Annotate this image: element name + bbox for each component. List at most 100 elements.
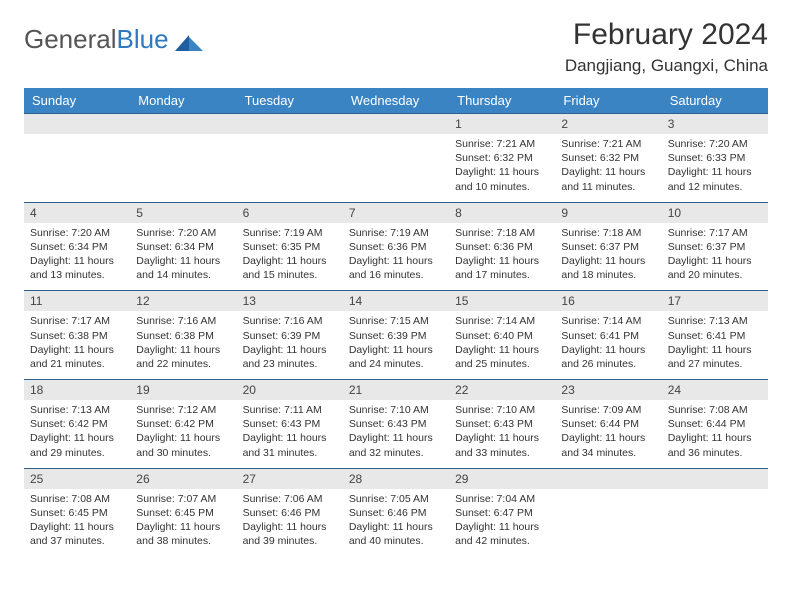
sunrise-line: Sunrise: 7:10 AM xyxy=(455,403,549,417)
sunset-line: Sunset: 6:36 PM xyxy=(349,240,443,254)
calendar-day-cell: 19Sunrise: 7:12 AMSunset: 6:42 PMDayligh… xyxy=(130,380,236,469)
day-number-bar: 11 xyxy=(24,291,130,311)
calendar-day-cell: 22Sunrise: 7:10 AMSunset: 6:43 PMDayligh… xyxy=(449,380,555,469)
day-number-bar: 24 xyxy=(662,380,768,400)
weekday-header: Sunday xyxy=(24,88,130,114)
day-body: Sunrise: 7:18 AMSunset: 6:36 PMDaylight:… xyxy=(449,223,555,291)
day-body: Sunrise: 7:19 AMSunset: 6:35 PMDaylight:… xyxy=(237,223,343,291)
calendar-day-cell xyxy=(24,114,130,203)
sunrise-line: Sunrise: 7:09 AM xyxy=(561,403,655,417)
weekday-header: Friday xyxy=(555,88,661,114)
daylight-line: Daylight: 11 hours and 24 minutes. xyxy=(349,343,443,371)
calendar-day-cell: 11Sunrise: 7:17 AMSunset: 6:38 PMDayligh… xyxy=(24,291,130,380)
sunrise-line: Sunrise: 7:06 AM xyxy=(243,492,337,506)
sunrise-line: Sunrise: 7:13 AM xyxy=(668,314,762,328)
daylight-line: Daylight: 11 hours and 13 minutes. xyxy=(30,254,124,282)
day-number-bar xyxy=(343,114,449,134)
day-number-bar: 6 xyxy=(237,203,343,223)
weekday-header: Thursday xyxy=(449,88,555,114)
day-body: Sunrise: 7:18 AMSunset: 6:37 PMDaylight:… xyxy=(555,223,661,291)
sunset-line: Sunset: 6:46 PM xyxy=(243,506,337,520)
weekday-header: Saturday xyxy=(662,88,768,114)
day-body xyxy=(24,134,130,192)
calendar-week-row: 18Sunrise: 7:13 AMSunset: 6:42 PMDayligh… xyxy=(24,380,768,469)
sunrise-line: Sunrise: 7:14 AM xyxy=(455,314,549,328)
sunset-line: Sunset: 6:44 PM xyxy=(668,417,762,431)
day-body: Sunrise: 7:10 AMSunset: 6:43 PMDaylight:… xyxy=(343,400,449,468)
logo: GeneralBlue xyxy=(24,24,205,55)
sunset-line: Sunset: 6:43 PM xyxy=(455,417,549,431)
daylight-line: Daylight: 11 hours and 21 minutes. xyxy=(30,343,124,371)
daylight-line: Daylight: 11 hours and 25 minutes. xyxy=(455,343,549,371)
day-number-bar xyxy=(24,114,130,134)
day-body: Sunrise: 7:17 AMSunset: 6:37 PMDaylight:… xyxy=(662,223,768,291)
calendar-day-cell: 10Sunrise: 7:17 AMSunset: 6:37 PMDayligh… xyxy=(662,202,768,291)
sunset-line: Sunset: 6:47 PM xyxy=(455,506,549,520)
sunrise-line: Sunrise: 7:20 AM xyxy=(136,226,230,240)
sunset-line: Sunset: 6:32 PM xyxy=(455,151,549,165)
calendar-day-cell: 17Sunrise: 7:13 AMSunset: 6:41 PMDayligh… xyxy=(662,291,768,380)
daylight-line: Daylight: 11 hours and 22 minutes. xyxy=(136,343,230,371)
day-body xyxy=(555,489,661,547)
weekday-header: Wednesday xyxy=(343,88,449,114)
calendar-day-cell: 29Sunrise: 7:04 AMSunset: 6:47 PMDayligh… xyxy=(449,468,555,556)
day-body: Sunrise: 7:08 AMSunset: 6:44 PMDaylight:… xyxy=(662,400,768,468)
day-body: Sunrise: 7:21 AMSunset: 6:32 PMDaylight:… xyxy=(555,134,661,202)
day-body: Sunrise: 7:10 AMSunset: 6:43 PMDaylight:… xyxy=(449,400,555,468)
sunrise-line: Sunrise: 7:15 AM xyxy=(349,314,443,328)
calendar-day-cell: 23Sunrise: 7:09 AMSunset: 6:44 PMDayligh… xyxy=(555,380,661,469)
day-body: Sunrise: 7:12 AMSunset: 6:42 PMDaylight:… xyxy=(130,400,236,468)
day-body: Sunrise: 7:04 AMSunset: 6:47 PMDaylight:… xyxy=(449,489,555,557)
daylight-line: Daylight: 11 hours and 42 minutes. xyxy=(455,520,549,548)
calendar-day-cell: 1Sunrise: 7:21 AMSunset: 6:32 PMDaylight… xyxy=(449,114,555,203)
sunset-line: Sunset: 6:40 PM xyxy=(455,329,549,343)
sunrise-line: Sunrise: 7:21 AM xyxy=(561,137,655,151)
day-number-bar: 5 xyxy=(130,203,236,223)
day-number-bar: 25 xyxy=(24,469,130,489)
calendar-day-cell: 6Sunrise: 7:19 AMSunset: 6:35 PMDaylight… xyxy=(237,202,343,291)
daylight-line: Daylight: 11 hours and 17 minutes. xyxy=(455,254,549,282)
day-body: Sunrise: 7:15 AMSunset: 6:39 PMDaylight:… xyxy=(343,311,449,379)
calendar-day-cell: 16Sunrise: 7:14 AMSunset: 6:41 PMDayligh… xyxy=(555,291,661,380)
sunset-line: Sunset: 6:45 PM xyxy=(30,506,124,520)
sunset-line: Sunset: 6:37 PM xyxy=(668,240,762,254)
sunrise-line: Sunrise: 7:08 AM xyxy=(30,492,124,506)
daylight-line: Daylight: 11 hours and 10 minutes. xyxy=(455,165,549,193)
calendar-day-cell: 5Sunrise: 7:20 AMSunset: 6:34 PMDaylight… xyxy=(130,202,236,291)
daylight-line: Daylight: 11 hours and 26 minutes. xyxy=(561,343,655,371)
day-body: Sunrise: 7:13 AMSunset: 6:41 PMDaylight:… xyxy=(662,311,768,379)
day-body: Sunrise: 7:11 AMSunset: 6:43 PMDaylight:… xyxy=(237,400,343,468)
sunset-line: Sunset: 6:34 PM xyxy=(30,240,124,254)
calendar-day-cell: 18Sunrise: 7:13 AMSunset: 6:42 PMDayligh… xyxy=(24,380,130,469)
day-number-bar: 13 xyxy=(237,291,343,311)
day-body: Sunrise: 7:13 AMSunset: 6:42 PMDaylight:… xyxy=(24,400,130,468)
day-body: Sunrise: 7:20 AMSunset: 6:34 PMDaylight:… xyxy=(24,223,130,291)
day-number-bar: 9 xyxy=(555,203,661,223)
calendar-day-cell: 3Sunrise: 7:20 AMSunset: 6:33 PMDaylight… xyxy=(662,114,768,203)
daylight-line: Daylight: 11 hours and 40 minutes. xyxy=(349,520,443,548)
sunset-line: Sunset: 6:41 PM xyxy=(668,329,762,343)
daylight-line: Daylight: 11 hours and 36 minutes. xyxy=(668,431,762,459)
day-number-bar: 14 xyxy=(343,291,449,311)
daylight-line: Daylight: 11 hours and 38 minutes. xyxy=(136,520,230,548)
day-number-bar: 18 xyxy=(24,380,130,400)
weekday-header: Tuesday xyxy=(237,88,343,114)
daylight-line: Daylight: 11 hours and 18 minutes. xyxy=(561,254,655,282)
day-number-bar xyxy=(130,114,236,134)
calendar-day-cell xyxy=(130,114,236,203)
daylight-line: Daylight: 11 hours and 16 minutes. xyxy=(349,254,443,282)
location: Dangjiang, Guangxi, China xyxy=(565,56,768,76)
day-number-bar: 20 xyxy=(237,380,343,400)
sunset-line: Sunset: 6:34 PM xyxy=(136,240,230,254)
day-number-bar: 3 xyxy=(662,114,768,134)
calendar-day-cell: 4Sunrise: 7:20 AMSunset: 6:34 PMDaylight… xyxy=(24,202,130,291)
calendar-week-row: 1Sunrise: 7:21 AMSunset: 6:32 PMDaylight… xyxy=(24,114,768,203)
sunrise-line: Sunrise: 7:19 AM xyxy=(349,226,443,240)
title-block: February 2024 Dangjiang, Guangxi, China xyxy=(565,18,768,76)
sunset-line: Sunset: 6:39 PM xyxy=(243,329,337,343)
daylight-line: Daylight: 11 hours and 32 minutes. xyxy=(349,431,443,459)
sunset-line: Sunset: 6:43 PM xyxy=(349,417,443,431)
day-body: Sunrise: 7:16 AMSunset: 6:38 PMDaylight:… xyxy=(130,311,236,379)
sunrise-line: Sunrise: 7:17 AM xyxy=(30,314,124,328)
calendar-day-cell: 24Sunrise: 7:08 AMSunset: 6:44 PMDayligh… xyxy=(662,380,768,469)
